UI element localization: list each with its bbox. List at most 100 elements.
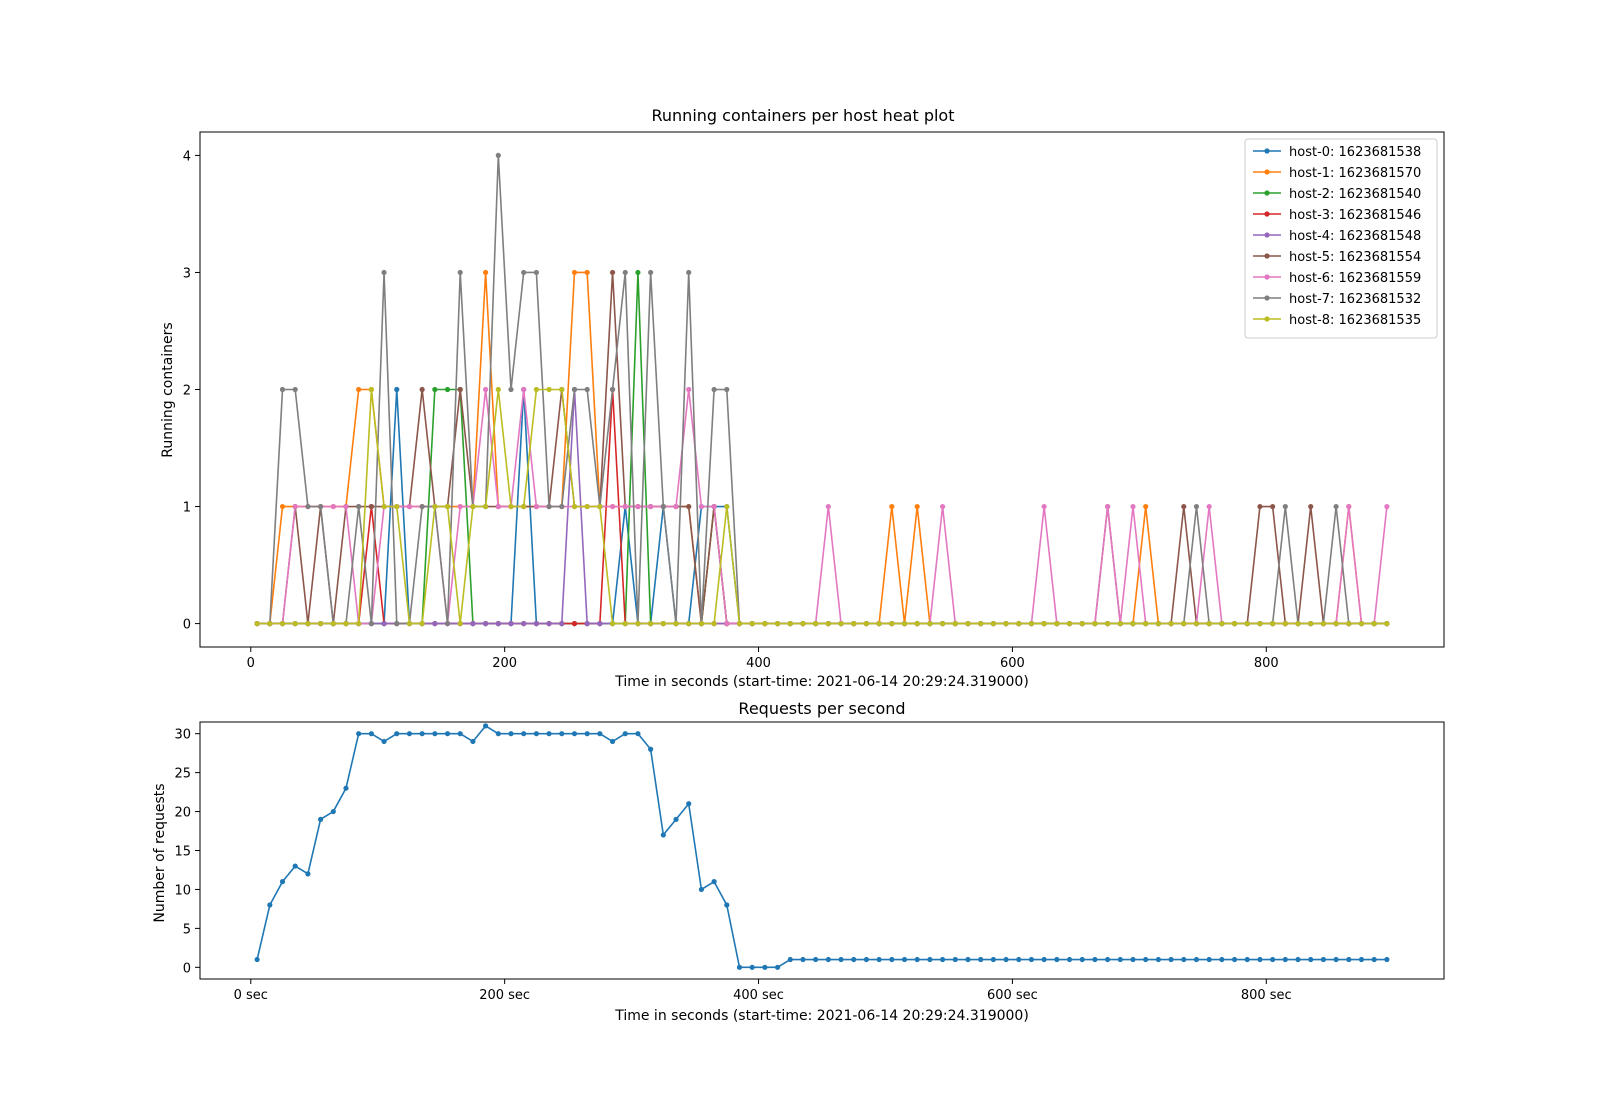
containers-series-8-point — [787, 620, 793, 627]
containers-series-7-point — [305, 503, 311, 510]
containers-series-6-point — [698, 503, 705, 510]
containers-x-tick-label: 0 — [247, 656, 255, 671]
containers-series-4-point — [470, 620, 476, 627]
requests-series-0-point — [508, 731, 514, 737]
requests-series-0-point — [813, 956, 819, 963]
containers-x-ticks: 0 200 400 600 800 — [247, 647, 1279, 671]
containers-series-6-point — [406, 503, 413, 510]
requests-series-0-point — [736, 964, 743, 970]
containers-series-6-point — [686, 386, 692, 393]
requests-series-0-point — [1066, 956, 1073, 963]
containers-series-8-point — [394, 503, 400, 510]
requests-series-0-point — [1092, 956, 1098, 963]
containers-series-8-point — [1193, 620, 1200, 627]
containers-series-8-point — [800, 620, 806, 627]
requests-y-tick-label: 15 — [174, 845, 191, 860]
requests-series-0-point — [1016, 956, 1022, 963]
containers-series-8-point — [990, 620, 996, 627]
containers-y-tick-label: 0 — [183, 618, 191, 633]
requests-series-0-point — [356, 731, 362, 737]
requests-y-axis-label: Number of requests — [152, 783, 168, 922]
legend-entry: host-8: 1623681535 — [1253, 313, 1421, 328]
containers-series-8-point — [1320, 620, 1327, 627]
requests-series-0-point — [381, 738, 387, 745]
containers-series-6-point — [343, 503, 349, 510]
legend-swatch-marker — [1264, 316, 1270, 322]
containers-series-7-point — [1282, 503, 1288, 510]
containers-series-8-point — [381, 503, 387, 510]
containers-series-6-point — [1346, 503, 1352, 510]
requests-series-0-point — [1371, 956, 1377, 963]
containers-series-8-point — [406, 620, 413, 627]
requests-series-0-point — [1117, 956, 1123, 963]
requests-series-0-point — [394, 731, 400, 737]
containers-series-7-point — [317, 503, 324, 510]
containers-series-8-point — [1143, 620, 1149, 627]
containers-series-8-point — [1308, 620, 1314, 627]
containers-series-5-point — [1308, 503, 1314, 510]
requests-series-0-point — [686, 801, 692, 807]
containers-series-6-point — [495, 503, 501, 510]
legend-swatch-marker — [1264, 295, 1270, 301]
requests-series-0-point — [305, 871, 311, 877]
containers-series-7-point — [521, 269, 527, 276]
requests-series-0-point — [1231, 956, 1238, 963]
containers-series-8-point — [546, 386, 552, 393]
requests-chart: Requests per second 0 sec 200 sec 400 sec 6… — [152, 699, 1445, 1024]
requests-series-0-point — [1219, 956, 1225, 963]
requests-series-0-point — [609, 738, 616, 745]
requests-series-0-point — [673, 816, 679, 822]
requests-series-0-point — [317, 816, 324, 822]
containers-series-8-point — [673, 620, 679, 627]
containers-series-1-point — [889, 503, 895, 510]
containers-series-1-point — [356, 386, 362, 393]
containers-series-8-point — [470, 503, 476, 510]
containers-series-6-point — [609, 503, 616, 510]
requests-series-0-point — [1181, 956, 1187, 963]
containers-series-8-point — [1219, 620, 1225, 627]
legend-label: host-5: 1623681554 — [1289, 250, 1421, 265]
legend-entry: host-2: 1623681540 — [1253, 187, 1421, 202]
containers-series-8-point — [1168, 620, 1174, 627]
containers-series-8-point — [762, 620, 768, 627]
containers-series-7-point — [457, 269, 463, 276]
requests-series-0-point — [432, 731, 438, 737]
containers-series-8-point — [1282, 620, 1288, 627]
containers-series-7-point — [368, 620, 374, 627]
containers-series-8-point — [736, 620, 743, 627]
requests-series-0-point — [457, 731, 463, 737]
containers-series-7-point — [292, 386, 298, 393]
containers-series-6-point — [1041, 503, 1047, 510]
requests-series-0-point — [762, 964, 768, 970]
containers-series-4-point — [559, 620, 565, 627]
containers-series-8-point — [876, 620, 882, 627]
legend-label: host-6: 1623681559 — [1289, 271, 1421, 286]
containers-series-7-point — [1193, 503, 1200, 510]
containers-series-7-point — [533, 269, 539, 276]
requests-series-0-point — [660, 832, 666, 838]
legend-entry: host-4: 1623681548 — [1253, 229, 1421, 244]
legend-swatch-marker — [1264, 169, 1270, 175]
containers-series-7-point — [356, 503, 362, 510]
requests-series-0-point — [1295, 956, 1301, 963]
containers-series-8-point — [419, 620, 425, 627]
requests-series-0-point — [597, 731, 603, 737]
legend-entry: host-6: 1623681559 — [1253, 271, 1421, 286]
containers-series-5-point — [1181, 503, 1187, 510]
containers-series-4-point — [521, 620, 527, 627]
containers-series-8-point — [1155, 620, 1161, 627]
containers-series-8-point — [457, 620, 463, 627]
containers-series-8-point — [559, 386, 565, 393]
containers-series-7-point — [381, 269, 387, 276]
legend-entry: host-3: 1623681546 — [1253, 208, 1421, 223]
containers-y-axis-label: Running containers — [160, 322, 176, 457]
legend-entry: host-5: 1623681554 — [1253, 250, 1421, 265]
containers-x-axis-label: Time in seconds (start-time: 2021-06-14 … — [614, 674, 1029, 690]
containers-series-7-point — [686, 269, 692, 276]
legend-swatch-marker — [1264, 274, 1270, 280]
requests-series-0-point — [724, 902, 730, 908]
containers-series-8-point — [724, 503, 730, 510]
containers-chart-title: Running containers per host heat plot — [652, 106, 955, 125]
containers-series-8-point — [1130, 620, 1136, 627]
